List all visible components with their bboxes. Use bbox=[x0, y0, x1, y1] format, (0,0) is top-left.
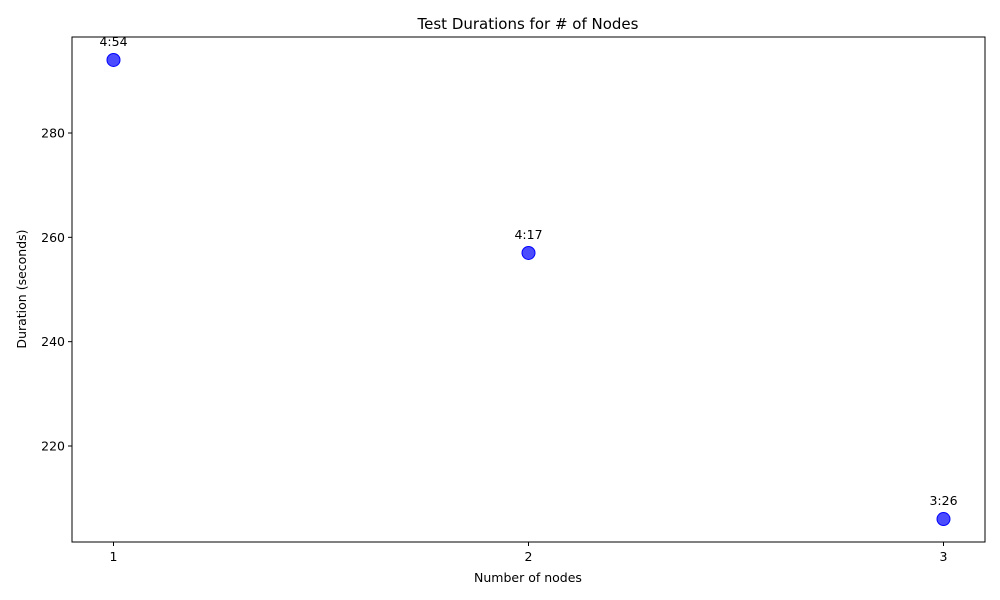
y-tick-label: 220 bbox=[41, 439, 65, 454]
y-axis-label: Duration (seconds) bbox=[14, 229, 29, 348]
chart-title: Test Durations for # of Nodes bbox=[417, 15, 639, 33]
x-tick-label: 2 bbox=[525, 549, 533, 564]
plot-frame bbox=[71, 36, 986, 543]
x-tick-label: 3 bbox=[940, 549, 948, 564]
data-label: 3:26 bbox=[929, 493, 957, 508]
y-tick-label: 280 bbox=[41, 125, 65, 140]
data-point bbox=[521, 245, 536, 260]
plot-area: 1 2 3 220 240 260 280 4:54 4:17 3:26 bbox=[41, 34, 957, 564]
data-point bbox=[936, 512, 951, 527]
y-tick-label: 240 bbox=[41, 334, 65, 349]
y-tick-label: 260 bbox=[41, 230, 65, 245]
x-tick-label: 1 bbox=[110, 549, 118, 564]
x-axis-label: Number of nodes bbox=[474, 570, 582, 585]
data-label: 4:17 bbox=[514, 227, 542, 242]
data-label: 4:54 bbox=[99, 34, 127, 49]
data-point bbox=[106, 52, 121, 67]
